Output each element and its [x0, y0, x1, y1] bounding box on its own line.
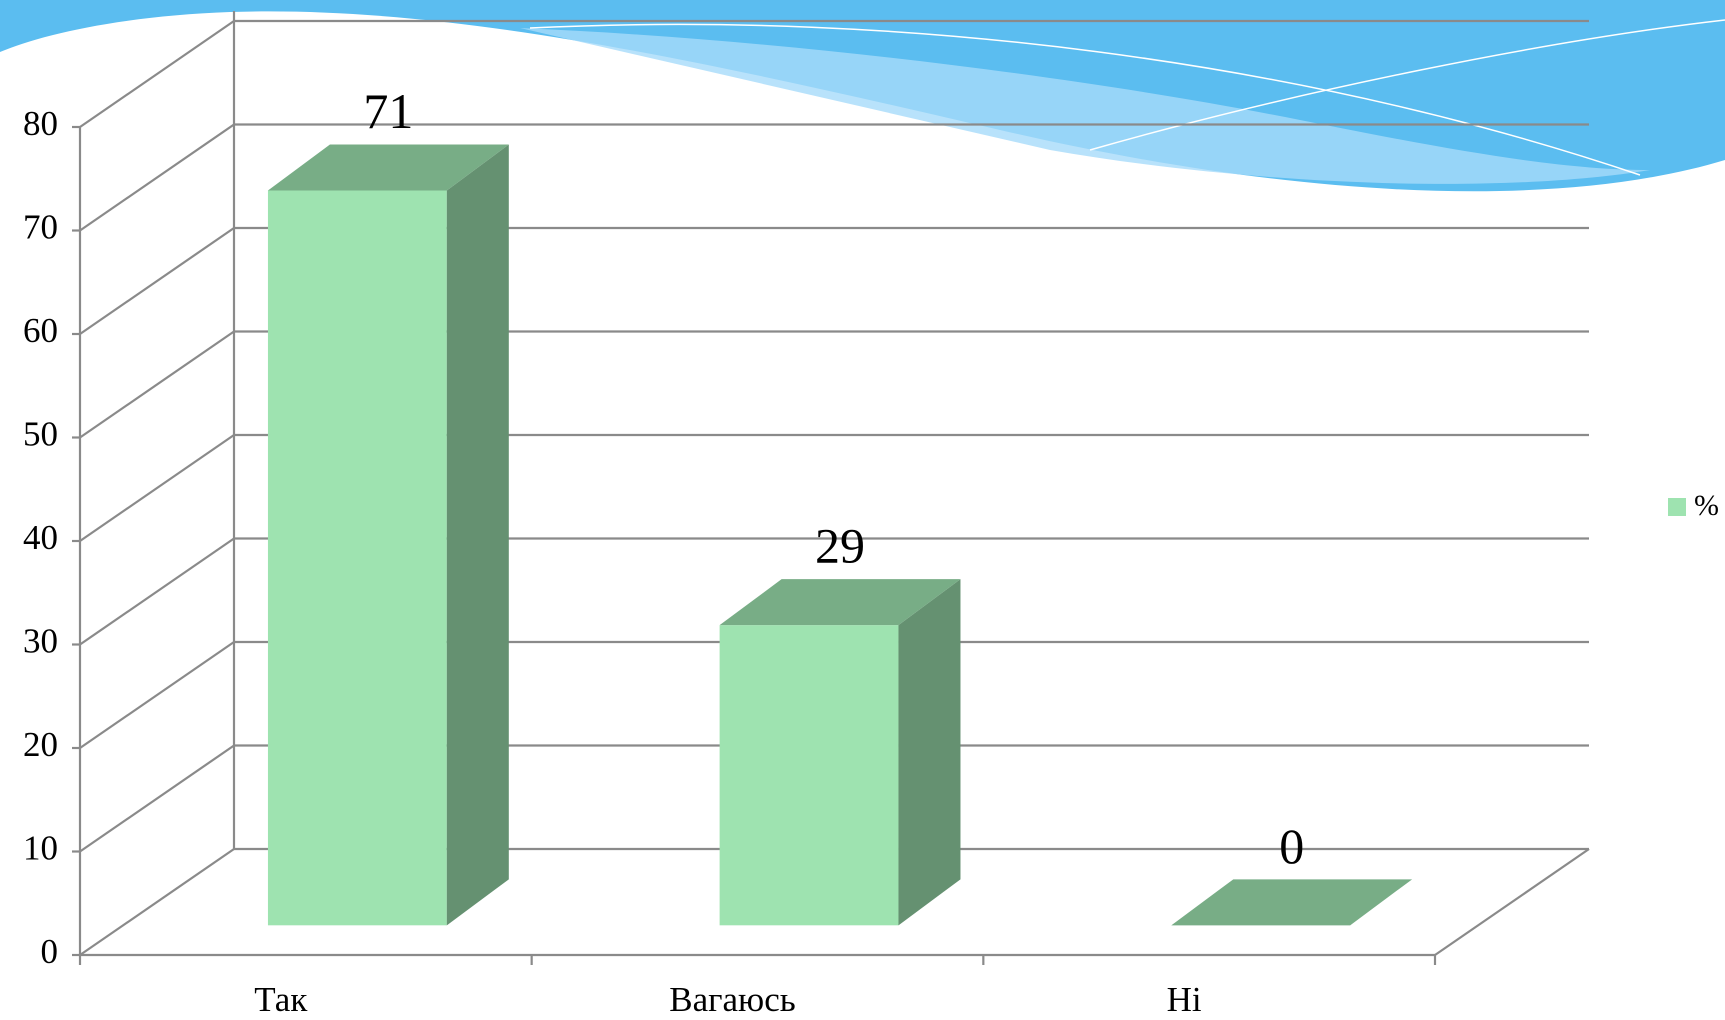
value-label: 0: [1279, 818, 1304, 874]
grid-line: [79, 227, 235, 335]
bar: [1171, 879, 1413, 926]
bar: [267, 144, 509, 926]
bar-side: [446, 144, 509, 926]
floor-edge: [1434, 848, 1590, 956]
legend-swatch: [1668, 498, 1686, 516]
y-tick-label: 40: [23, 518, 58, 557]
bar: [719, 579, 961, 926]
x-tick-label: Ні: [1167, 980, 1202, 1019]
grid-line: [79, 20, 235, 128]
y-tick-label: 10: [23, 829, 58, 868]
bar-top: [719, 579, 961, 626]
value-label: 29: [815, 518, 865, 574]
y-tick-label: 80: [23, 104, 58, 143]
grid-line: [79, 123, 235, 232]
bar-top: [267, 144, 509, 191]
grid-line: [79, 330, 235, 439]
bar-front: [267, 190, 447, 926]
bar-side: [898, 579, 961, 926]
grid-line: [79, 434, 235, 542]
y-tick-label: 70: [23, 208, 58, 247]
value-label: 71: [363, 83, 413, 139]
wave-decoration: [0, 0, 1725, 192]
legend-label: %: [1694, 489, 1719, 522]
bar-front: [719, 625, 899, 926]
y-tick-label: 20: [23, 725, 58, 764]
grid-line: [79, 848, 235, 956]
grid-line: [79, 537, 235, 646]
x-tick-label: Так: [254, 980, 308, 1019]
bar-top: [1171, 879, 1413, 926]
grid-line: [79, 744, 235, 853]
y-tick-label: 30: [23, 622, 58, 661]
y-tick-label: 0: [41, 932, 59, 971]
y-tick-label: 50: [23, 415, 58, 454]
grid-line: [79, 641, 235, 749]
x-tick-label: Вагаюсь: [669, 980, 795, 1019]
y-tick-label: 60: [23, 311, 58, 350]
